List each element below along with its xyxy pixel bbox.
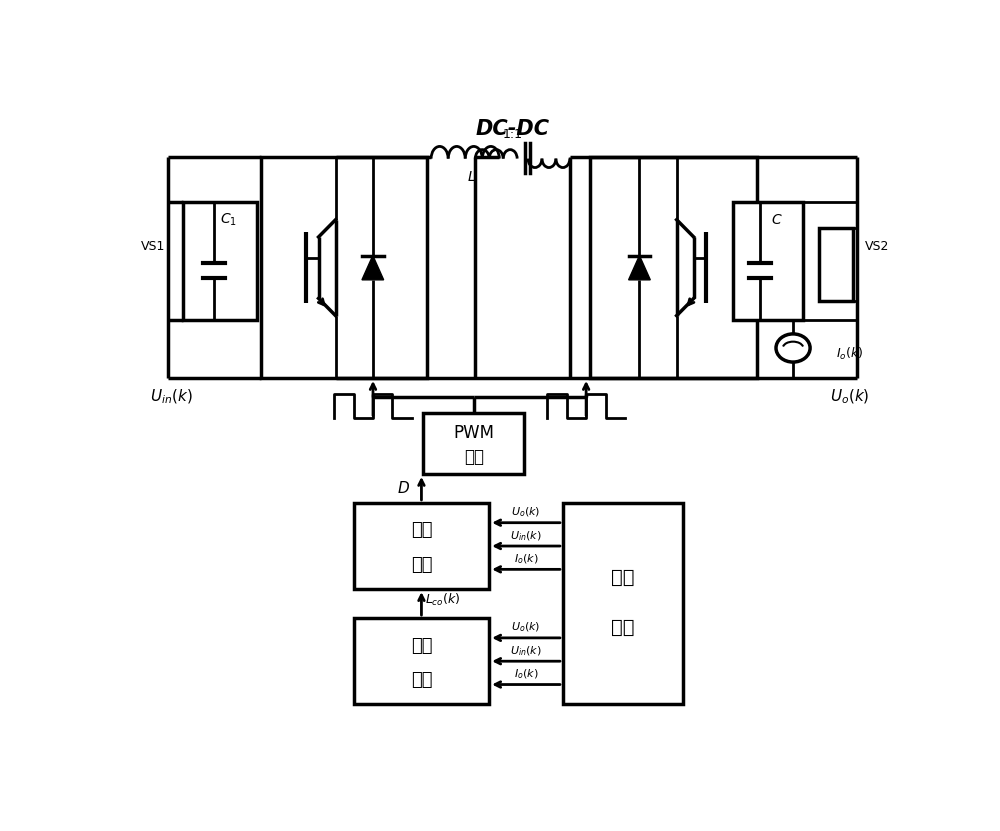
Text: $C_1$: $C_1$ — [220, 212, 237, 228]
Bar — [261, 157, 427, 378]
Bar — [563, 503, 683, 705]
Text: VS2: VS2 — [865, 240, 890, 253]
Bar — [354, 618, 489, 705]
Text: 电感: 电感 — [411, 637, 432, 655]
Text: 辨识: 辨识 — [411, 671, 432, 689]
Bar — [819, 228, 853, 302]
Text: $C$: $C$ — [771, 213, 782, 227]
Text: DC-DC: DC-DC — [475, 119, 550, 139]
Text: $U_o(k)$: $U_o(k)$ — [511, 506, 541, 519]
Text: VS1: VS1 — [140, 240, 165, 253]
Text: $L_{co}(k)$: $L_{co}(k)$ — [425, 593, 461, 608]
Text: 采样: 采样 — [611, 568, 635, 587]
Text: $U_o(k)$: $U_o(k)$ — [830, 388, 869, 406]
Polygon shape — [629, 255, 650, 280]
Text: PWM: PWM — [453, 424, 494, 442]
Bar — [183, 202, 257, 321]
Text: $U_{in}(k)$: $U_{in}(k)$ — [150, 388, 193, 406]
Bar — [423, 413, 524, 474]
Bar — [354, 503, 489, 589]
Text: $I_o(k)$: $I_o(k)$ — [514, 553, 538, 566]
Text: $U_{in}(k)$: $U_{in}(k)$ — [510, 644, 542, 658]
Text: $I_o(k)$: $I_o(k)$ — [836, 347, 863, 362]
Text: 模型: 模型 — [411, 556, 432, 574]
Text: 预测: 预测 — [411, 522, 432, 539]
Text: 调制: 调制 — [464, 448, 484, 466]
Polygon shape — [362, 255, 384, 280]
Text: 单元: 单元 — [611, 618, 635, 637]
Text: $D$: $D$ — [397, 480, 410, 496]
Text: $U_{in}(k)$: $U_{in}(k)$ — [510, 529, 542, 543]
Bar — [590, 157, 757, 378]
Text: $U_o(k)$: $U_o(k)$ — [511, 621, 541, 634]
Bar — [733, 202, 803, 321]
Text: 1:1: 1:1 — [503, 128, 522, 140]
Text: $I_o(k)$: $I_o(k)$ — [514, 667, 538, 681]
Text: $L$: $L$ — [467, 170, 475, 184]
